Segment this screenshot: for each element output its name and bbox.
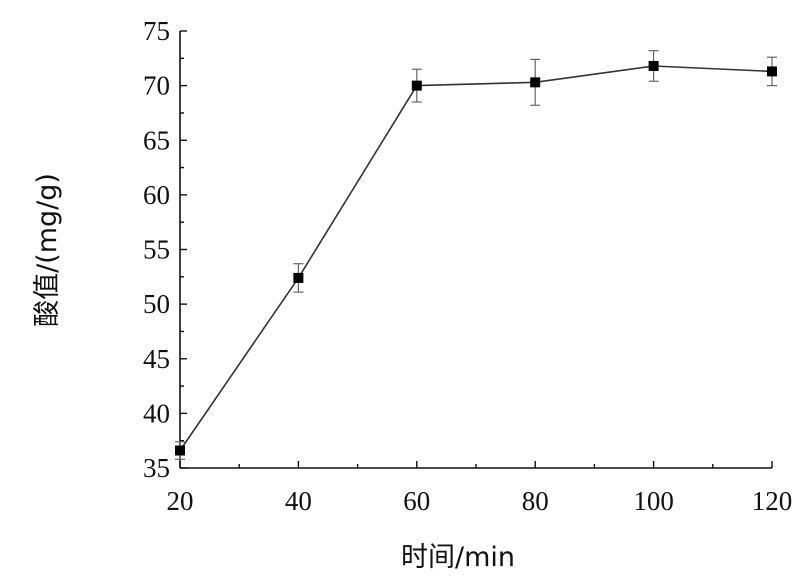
ticks <box>179 30 773 469</box>
tick-labels: 35 40 45 50 55 60 65 70 75 20 40 60 80 100 120 <box>143 16 792 516</box>
data-point <box>767 66 777 77</box>
data-point <box>411 80 422 91</box>
y-tick-label: 45 <box>143 344 170 374</box>
y-tick-label: 70 <box>143 71 170 101</box>
y-tick-label: 35 <box>143 453 170 483</box>
x-tick-label: 100 <box>633 486 674 516</box>
data-point <box>175 445 185 456</box>
series <box>175 50 777 460</box>
data-point <box>648 60 659 71</box>
x-axis-title: 时间/min <box>401 542 515 573</box>
x-tick-label: 60 <box>403 486 430 516</box>
y-tick-label: 75 <box>143 16 170 46</box>
series-line <box>179 65 773 451</box>
data-point <box>530 77 541 88</box>
x-tick-label: 120 <box>752 486 793 516</box>
y-tick-label: 65 <box>143 125 170 155</box>
x-tick-label: 80 <box>522 486 549 516</box>
x-tick-label: 40 <box>285 486 312 516</box>
y-tick-label: 40 <box>143 398 170 428</box>
data-point <box>293 272 304 283</box>
y-tick-label: 60 <box>143 180 170 210</box>
x-tick-label: 20 <box>167 486 194 516</box>
y-tick-label: 50 <box>143 289 170 319</box>
y-tick-label: 55 <box>143 235 170 265</box>
y-axis-title: 酸值/(mg/g) <box>32 173 63 327</box>
axes <box>179 31 772 469</box>
